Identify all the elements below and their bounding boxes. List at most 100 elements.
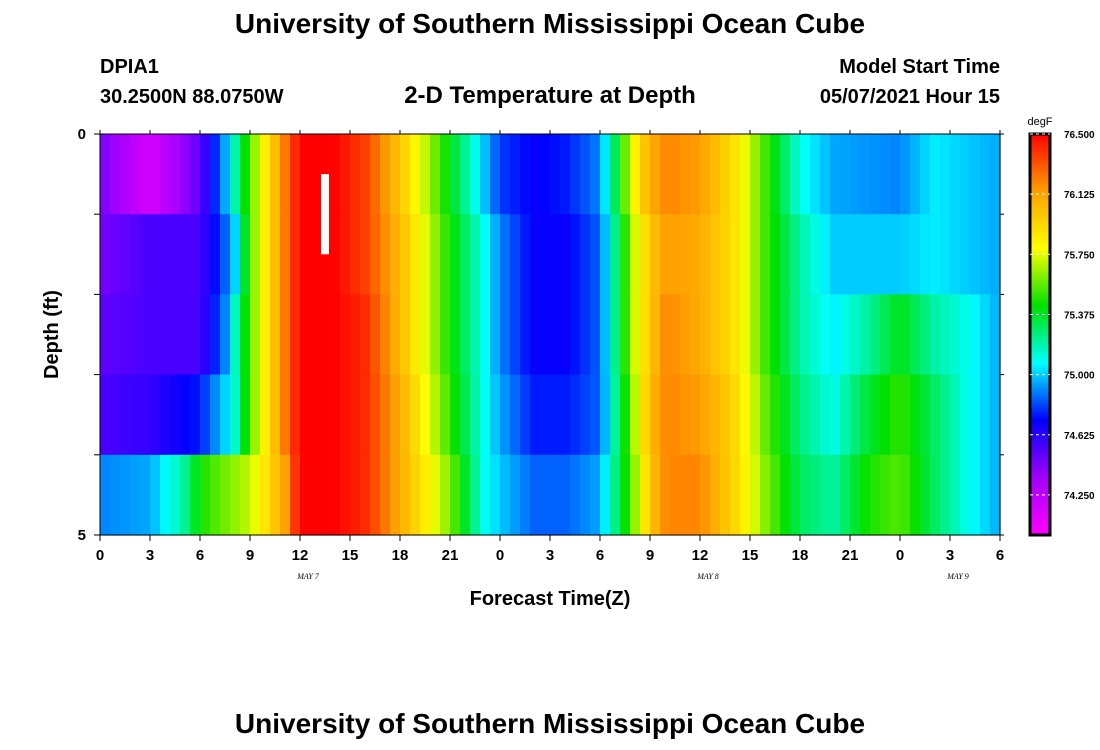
heatmap-cell: [280, 214, 291, 295]
heatmap-cell: [960, 294, 971, 376]
heatmap-cell: [170, 214, 181, 295]
heatmap-cell: [170, 374, 181, 456]
x-tick-label: 6: [996, 547, 1004, 564]
heatmap-cell: [240, 214, 251, 295]
heatmap-cell: [170, 454, 181, 536]
heatmap-cell: [760, 134, 771, 215]
heatmap-cell: [260, 294, 271, 376]
heatmap-cell: [440, 454, 451, 536]
heatmap-cell: [580, 214, 591, 295]
x-tick-label: 9: [246, 547, 254, 564]
heatmap-cell: [890, 294, 901, 376]
heatmap-cell: [600, 294, 611, 376]
heatmap-cell: [940, 454, 951, 536]
heatmap-cell: [990, 454, 1001, 536]
heatmap-cell: [810, 454, 821, 536]
heatmap-cell: [170, 294, 181, 376]
heatmap-cell: [550, 214, 561, 295]
heatmap-cell: [940, 294, 951, 376]
heatmap-cell: [790, 214, 801, 295]
heatmap-cell: [110, 214, 121, 295]
heatmap-cell: [180, 214, 191, 295]
heatmap-cell: [420, 374, 431, 456]
heatmap-cell: [910, 134, 921, 215]
heatmap-cell: [450, 294, 461, 376]
heatmap-cell: [340, 454, 351, 536]
heatmap-cell: [500, 454, 511, 536]
heatmap-cell: [650, 294, 661, 376]
heatmap-cell: [210, 374, 221, 456]
heatmap-cell: [420, 454, 431, 536]
heatmap-cell: [380, 214, 391, 295]
heatmap-cell: [960, 454, 971, 536]
heatmap-cell: [940, 374, 951, 456]
heatmap-cell: [410, 294, 421, 376]
heatmap-cell: [660, 374, 671, 456]
heatmap-cell: [420, 134, 431, 215]
heatmap-cell: [400, 214, 411, 295]
colorbar-tick-label: 74.250: [1064, 491, 1095, 502]
heatmap-cell: [850, 374, 861, 456]
heatmap-cell: [380, 374, 391, 456]
heatmap-cell: [150, 294, 161, 376]
heatmap-cell: [870, 134, 881, 215]
heatmap-cell: [540, 134, 551, 215]
heatmap-cell: [880, 374, 891, 456]
heatmap-cell: [480, 374, 491, 456]
heatmap-cell: [290, 214, 301, 295]
heatmap-cell: [470, 374, 481, 456]
heatmap-cell: [670, 454, 681, 536]
page-title: University of Southern Mississippi Ocean…: [234, 8, 866, 39]
heatmap-cell: [160, 134, 171, 215]
heatmap-cell: [700, 134, 711, 215]
heatmap-cell: [350, 214, 361, 295]
heatmap-cell: [280, 454, 291, 536]
heatmap-cell: [260, 374, 271, 456]
heatmap-cell: [750, 214, 761, 295]
heatmap-cell: [990, 214, 1001, 295]
heatmap-cell: [250, 374, 261, 456]
heatmap-cell: [110, 134, 121, 215]
heatmap-cell: [910, 454, 921, 536]
heatmap-cell: [300, 134, 311, 215]
heatmap-cell: [760, 374, 771, 456]
heatmap-cell: [880, 214, 891, 295]
colorbar-tick-label: 76.500: [1064, 130, 1095, 141]
heatmap-cell: [480, 214, 491, 295]
heatmap-cell: [330, 134, 341, 215]
heatmap-cell: [290, 454, 301, 536]
heatmap-cell: [720, 374, 731, 456]
heatmap-cell: [920, 214, 931, 295]
heatmap-cell: [830, 134, 841, 215]
heatmap-cell: [290, 134, 301, 215]
heatmap-cell: [600, 454, 611, 536]
heatmap-cell: [150, 374, 161, 456]
heatmap-cell: [120, 214, 131, 295]
heatmap-cell: [500, 374, 511, 456]
heatmap-cell: [920, 454, 931, 536]
heatmap-cell: [530, 214, 541, 295]
heatmap-cell: [450, 134, 461, 215]
heatmap-cell: [300, 294, 311, 376]
heatmap-cell: [670, 294, 681, 376]
heatmap-cell: [120, 294, 131, 376]
heatmap-cell: [620, 294, 631, 376]
heatmap-cell: [840, 454, 851, 536]
heatmap-cell: [700, 374, 711, 456]
heatmap-cell: [650, 214, 661, 295]
heatmap-cell: [600, 134, 611, 215]
heatmap-cell: [110, 294, 121, 376]
footer-title: University of Southern Mississippi Ocean…: [234, 708, 866, 739]
heatmap-cell: [800, 214, 811, 295]
heatmap-cell: [160, 454, 171, 536]
heatmap-cell: [610, 134, 621, 215]
heatmap-cell: [750, 294, 761, 376]
y-tick-label: 0: [78, 126, 86, 143]
heatmap-cell: [920, 294, 931, 376]
heatmap-cell: [540, 374, 551, 456]
heatmap-cell: [430, 454, 441, 536]
heatmap-cell: [830, 374, 841, 456]
heatmap-cell: [660, 134, 671, 215]
heatmap-cell: [880, 454, 891, 536]
heatmap-cell: [350, 294, 361, 376]
